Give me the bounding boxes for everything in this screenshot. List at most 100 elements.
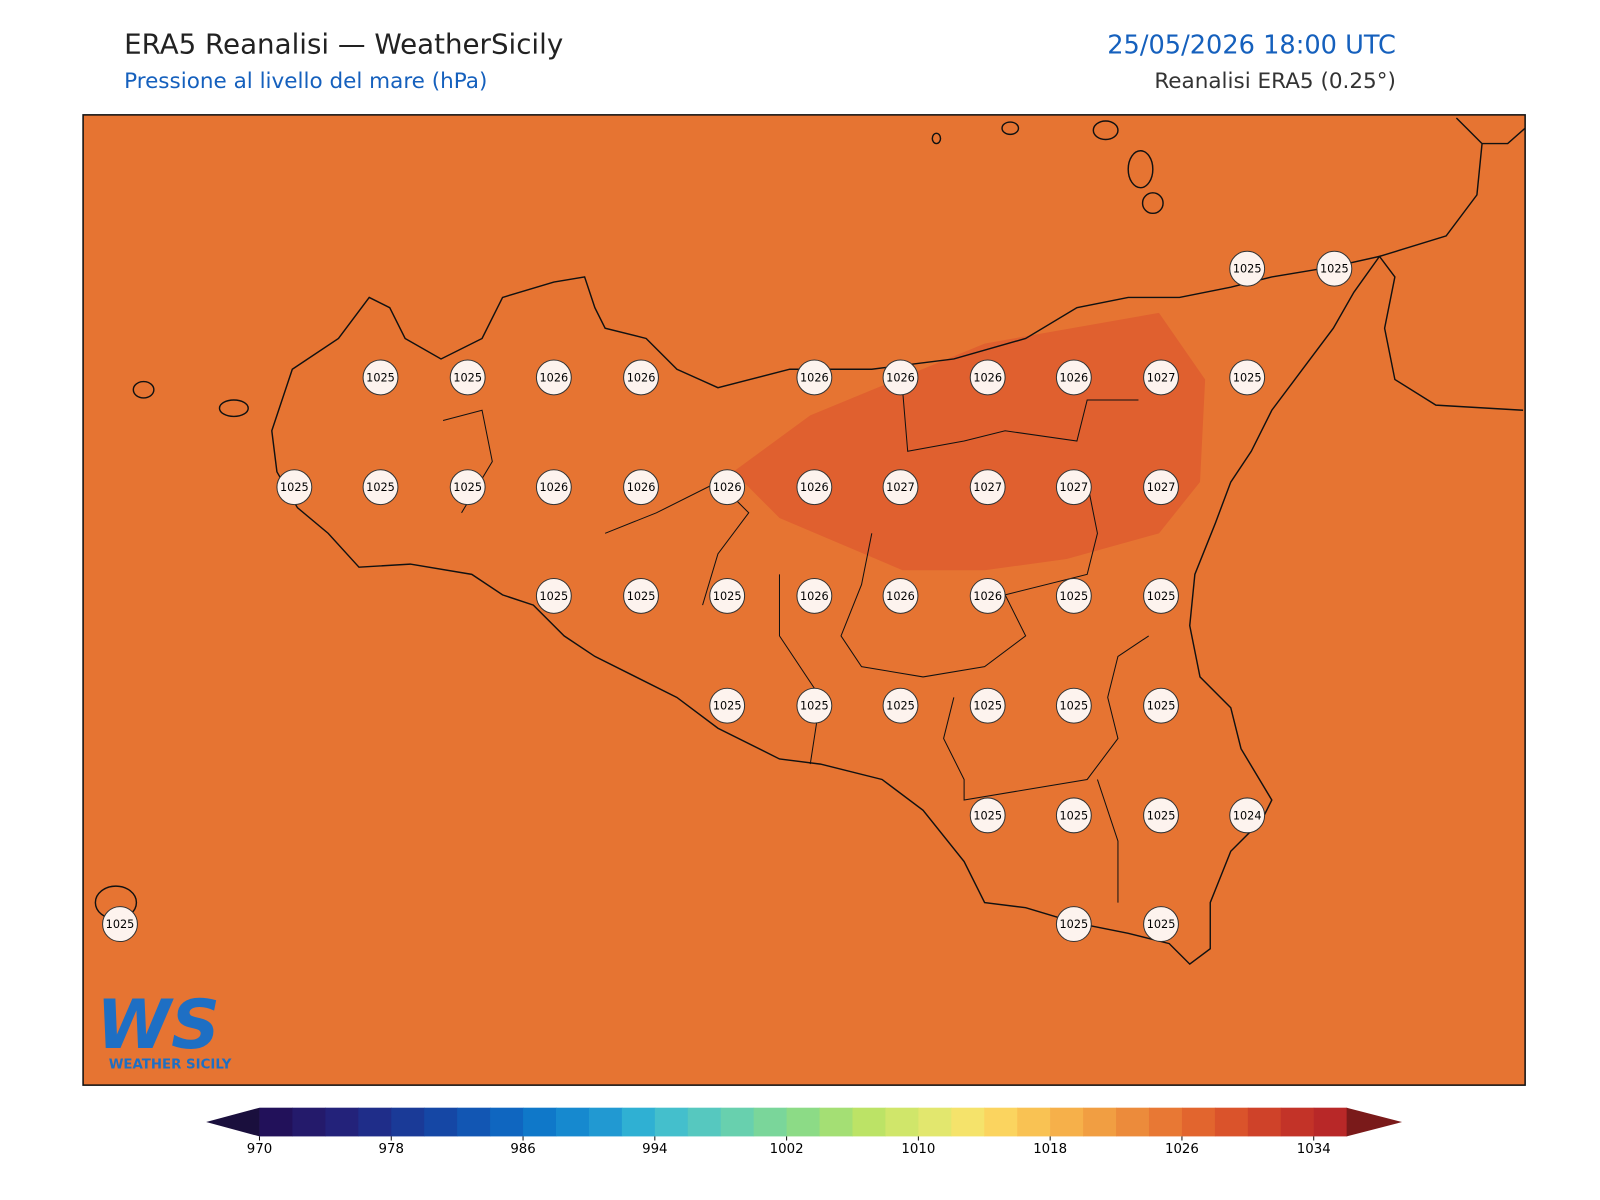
station-value: 1026 [886,590,915,603]
station-value: 1026 [800,481,829,494]
colorbar-tick-label: 978 [379,1142,404,1157]
colorbar-tick-label: 1018 [1033,1142,1067,1157]
station-marker [1229,797,1266,834]
station-marker [1316,250,1353,287]
station-marker [623,359,659,396]
colorbar-cell [292,1107,326,1137]
island [1001,121,1020,136]
station-marker [709,577,746,614]
station-value: 1025 [1147,918,1176,931]
station-value: 1026 [800,371,829,384]
station-value: 1025 [366,481,395,494]
station-marker [623,577,659,614]
calabria-coast [1482,127,1526,145]
colorbar-cell [918,1107,952,1137]
station-value: 1026 [886,371,915,384]
station-value: 1027 [1147,481,1176,494]
station-value: 1026 [800,590,829,603]
colorbar-cell [951,1107,985,1137]
colorbar-cell [1313,1107,1348,1137]
station-marker [449,469,486,506]
station-marker [362,359,399,396]
station-value: 1025 [1147,700,1176,713]
station-marker [1143,469,1179,506]
station-value: 1025 [1147,809,1176,822]
colorbar-cell [1116,1107,1150,1137]
colorbar-cell [1181,1107,1216,1137]
station-marker [1055,359,1092,396]
station-value: 1025 [1320,263,1349,276]
colorbar: 970 978 986 994 1002 1010 1018 1026 1034 [206,1107,1403,1157]
island [1127,150,1154,189]
colorbar-tick-label: 994 [642,1142,667,1157]
station-value: 1025 [713,590,742,603]
station-value: 1026 [627,371,656,384]
station-marker [449,359,486,396]
island [132,380,155,399]
station-value: 1025 [1147,590,1176,603]
station-value: 1025 [1060,590,1089,603]
island [1141,192,1164,215]
station-value: 1026 [973,371,1002,384]
station-value: 1027 [1060,481,1089,494]
title: ERA5 Reanalisi — WeatherSicily [124,27,563,60]
station-marker [796,469,833,506]
colorbar-cell [1148,1107,1183,1137]
station-value: 1025 [1060,700,1089,713]
station-marker [1055,797,1092,834]
colorbar-under [206,1107,260,1137]
colorbar-cell [819,1107,854,1137]
station-value: 1027 [1147,371,1176,384]
station-marker [796,577,833,614]
colorbar-cell [984,1107,1018,1137]
station-marker [882,469,919,506]
colorbar-cell [654,1107,689,1137]
station-value: 1025 [453,371,482,384]
station-marker [1055,469,1092,506]
station-marker [623,469,659,506]
station-value: 1024 [1233,809,1262,822]
station-marker [1229,359,1266,396]
station-value: 1025 [540,590,569,603]
logo: WS WEATHER SICILY [96,985,231,1073]
station-marker [882,359,919,396]
colorbar-tick-label: 1010 [901,1142,935,1157]
station-marker [796,359,833,396]
station-marker [362,469,399,506]
colorbar-tick-label: 970 [247,1142,272,1157]
map-frame [82,114,1526,1086]
station-marker [709,687,746,724]
station-marker [969,577,1006,614]
station-marker [535,359,572,396]
station-value: 1025 [1060,809,1089,822]
station-marker [1143,797,1179,834]
colorbar-tick-label: 1002 [770,1142,804,1157]
colorbar-cell [687,1107,722,1137]
station-value: 1025 [973,700,1002,713]
colorbar-over [1346,1107,1403,1137]
colorbar-cell [1050,1107,1084,1137]
station-marker [1055,906,1092,943]
station-marker [882,687,919,724]
station-marker [276,469,313,506]
station-value: 1026 [973,590,1002,603]
colorbar-cell [588,1107,623,1137]
station-marker [1055,687,1092,724]
datetime: 25/05/2026 18:00 UTC [1107,30,1396,60]
colorbar-cell [555,1107,590,1137]
station-value: 1025 [886,700,915,713]
station-value: 1025 [1233,263,1262,276]
station-marker [1229,250,1266,287]
colorbar-cell [720,1107,755,1137]
station-marker [969,469,1006,506]
station-marker [1143,687,1179,724]
island [1092,120,1119,141]
subtitle: Pressione al livello del mare (hPa) [124,69,487,94]
station-value: 1025 [973,809,1002,822]
station-value: 1027 [886,481,915,494]
station-marker [102,906,138,943]
station-value: 1025 [1233,371,1262,384]
logo-caption: WEATHER SICILY [109,1058,232,1073]
station-value: 1025 [627,590,656,603]
